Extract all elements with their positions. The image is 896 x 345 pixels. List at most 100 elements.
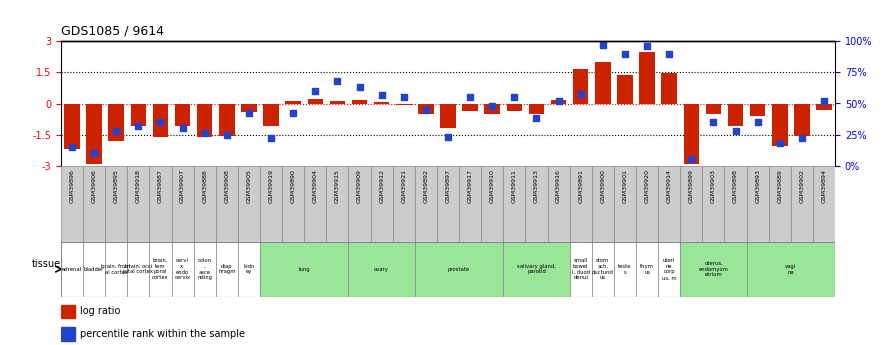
Point — [375, 92, 389, 98]
Bar — [529, 104, 544, 114]
Text: GSM39909: GSM39909 — [357, 169, 362, 204]
Text: salivary gland,
parotid: salivary gland, parotid — [517, 264, 556, 275]
Point — [640, 43, 654, 49]
Bar — [570, 241, 591, 297]
Bar — [459, 166, 481, 242]
Bar — [86, 104, 102, 164]
Bar — [131, 104, 146, 126]
Text: GSM39902: GSM39902 — [799, 169, 805, 204]
Bar — [83, 166, 105, 242]
Text: GSM39893: GSM39893 — [755, 169, 760, 204]
Bar — [791, 166, 813, 242]
Bar — [504, 166, 525, 242]
Bar — [746, 241, 835, 297]
Bar — [171, 241, 194, 297]
Bar — [216, 166, 237, 242]
Bar — [746, 166, 769, 242]
Bar — [725, 166, 746, 242]
Point — [176, 126, 190, 131]
Bar — [418, 104, 434, 114]
Text: thym
us: thym us — [640, 264, 654, 275]
Text: GSM39921: GSM39921 — [401, 169, 406, 204]
Bar — [175, 104, 190, 126]
Point — [685, 157, 699, 162]
Text: teste
s: teste s — [618, 264, 632, 275]
Point — [751, 119, 765, 125]
Text: GSM39920: GSM39920 — [644, 169, 650, 204]
Bar — [105, 241, 127, 297]
Bar — [462, 104, 478, 111]
Bar — [260, 166, 282, 242]
Bar — [485, 104, 500, 114]
Text: kidn
ey: kidn ey — [243, 264, 254, 275]
Bar — [282, 166, 305, 242]
Bar — [573, 69, 589, 104]
Bar — [352, 100, 367, 104]
Bar — [392, 166, 415, 242]
Point — [197, 130, 211, 136]
Bar — [437, 166, 459, 242]
Point — [463, 95, 478, 100]
Text: log ratio: log ratio — [81, 306, 121, 316]
Text: small
bowel
I, duod
denui: small bowel I, duod denui — [572, 258, 590, 280]
Bar — [237, 166, 260, 242]
Bar — [237, 241, 260, 297]
Text: tissue: tissue — [31, 259, 61, 268]
Text: cervi
x,
endo
cervix: cervi x, endo cervix — [175, 258, 191, 280]
Point — [817, 98, 831, 104]
Bar — [150, 241, 171, 297]
Bar — [680, 241, 746, 297]
Text: prostate: prostate — [448, 267, 470, 272]
Text: brain,
tem
poral
cortex: brain, tem poral cortex — [152, 258, 168, 280]
Bar — [415, 241, 504, 297]
Text: adrenal: adrenal — [62, 267, 82, 272]
Bar — [640, 52, 655, 104]
Text: ovary: ovary — [375, 267, 389, 272]
Text: GSM39898: GSM39898 — [733, 169, 738, 203]
Bar — [591, 166, 614, 242]
Bar — [61, 241, 83, 297]
Text: uterus,
endomyom
etrium: uterus, endomyom etrium — [699, 261, 728, 277]
Bar — [197, 104, 212, 137]
Bar — [481, 166, 504, 242]
Text: GSM39915: GSM39915 — [335, 169, 340, 203]
Text: uteri
ne
corp
us, m: uteri ne corp us, m — [662, 258, 676, 280]
Text: GSM39887: GSM39887 — [158, 169, 163, 203]
Bar — [241, 104, 256, 112]
Point — [331, 78, 345, 84]
Bar — [61, 166, 83, 242]
Text: GSM39910: GSM39910 — [490, 169, 495, 203]
Bar — [305, 166, 326, 242]
Point — [530, 116, 544, 121]
Point — [65, 144, 79, 150]
Bar — [286, 101, 301, 104]
Bar — [772, 104, 788, 146]
Point — [264, 136, 279, 141]
Bar — [105, 166, 127, 242]
Point — [131, 123, 145, 129]
Bar — [769, 166, 791, 242]
Point — [397, 95, 411, 100]
Point — [153, 119, 168, 125]
Bar — [263, 104, 279, 126]
Point — [573, 91, 588, 96]
Text: colon
,
asce
nding: colon , asce nding — [197, 258, 212, 280]
Bar — [750, 104, 765, 116]
Bar — [684, 104, 699, 164]
Bar — [636, 241, 659, 297]
Point — [617, 51, 632, 57]
Bar — [525, 166, 547, 242]
Bar — [728, 104, 744, 126]
Text: bladder: bladder — [84, 267, 104, 272]
Point — [441, 134, 455, 140]
Point — [220, 132, 234, 137]
Bar — [61, 327, 75, 341]
Bar — [396, 104, 411, 105]
Bar — [127, 166, 150, 242]
Text: stom
ach,
ductund
us: stom ach, ductund us — [592, 258, 614, 280]
Text: GSM39899: GSM39899 — [689, 169, 694, 204]
Bar — [440, 104, 456, 128]
Text: GSM39919: GSM39919 — [269, 169, 273, 204]
Bar — [636, 166, 659, 242]
Text: GSM39918: GSM39918 — [136, 169, 141, 203]
